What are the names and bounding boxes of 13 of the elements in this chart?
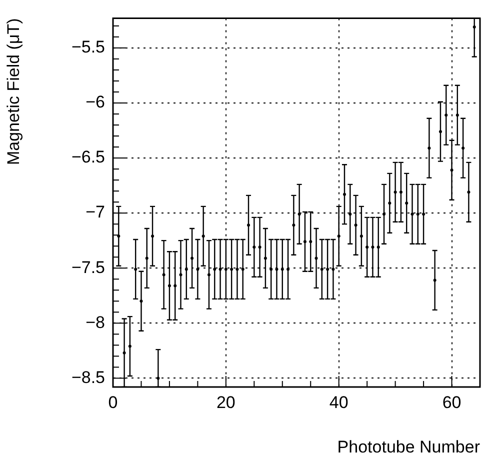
x-tick-label: 40 bbox=[329, 392, 348, 412]
y-tick-label: −6 bbox=[86, 92, 105, 112]
x-axis-title: Phototube Number bbox=[337, 437, 480, 456]
x-tick-label: 20 bbox=[216, 392, 236, 412]
y-tick-label: −7.5 bbox=[71, 258, 105, 277]
x-tick-label: 0 bbox=[108, 392, 118, 412]
x-tick-label: 60 bbox=[442, 392, 462, 412]
y-tick-label: −7 bbox=[86, 202, 105, 222]
y-tick-label: −8 bbox=[86, 312, 105, 332]
y-axis-title: Magnetic Field (μT) bbox=[4, 18, 23, 165]
y-tick-label: −6.5 bbox=[71, 148, 105, 167]
y-tick-label: −8.5 bbox=[71, 368, 105, 387]
y-tick-label: −5.5 bbox=[71, 38, 105, 57]
